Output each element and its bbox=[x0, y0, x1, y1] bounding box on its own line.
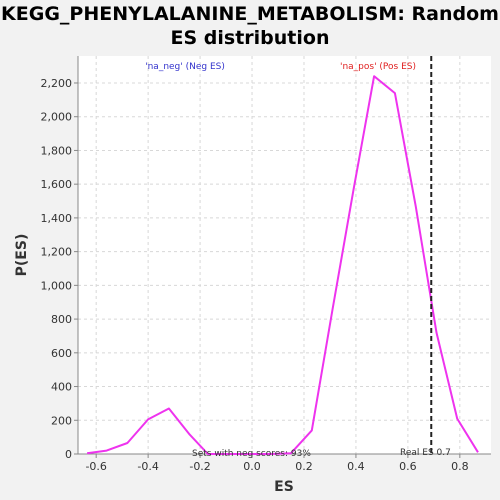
x-tick-label: 0.8 bbox=[451, 460, 469, 473]
y-tick-label: 200 bbox=[51, 414, 72, 427]
y-axis-label: P(ES) bbox=[14, 234, 30, 277]
x-tick-label: 0.4 bbox=[347, 460, 365, 473]
chart-title: KEGG_PHENYLALANINE_METABOLISM: Random ES… bbox=[0, 2, 500, 50]
x-tick-label: -0.2 bbox=[189, 460, 210, 473]
y-tick-label: 1,600 bbox=[41, 178, 73, 191]
y-tick-label: 1,800 bbox=[41, 144, 73, 157]
y-axis-ticks: 0 200 400 600 800 1,000 1,200 1,400 1,600 1,800 2,… bbox=[41, 77, 78, 461]
chart-title-line2: ES distribution bbox=[170, 27, 330, 49]
x-tick-label: -0.4 bbox=[137, 460, 158, 473]
es-distribution-line bbox=[86, 75, 479, 455]
y-tick-label: 2,200 bbox=[41, 77, 73, 90]
x-axis-label: ES bbox=[274, 479, 294, 495]
neg-annotation: 'na_neg' (Neg ES) bbox=[145, 62, 225, 72]
grid bbox=[78, 56, 491, 455]
x-tick-label: -0.6 bbox=[85, 460, 106, 473]
y-tick-label: 1,400 bbox=[41, 212, 73, 225]
plot-background bbox=[78, 56, 491, 454]
y-tick-label: 600 bbox=[51, 347, 72, 360]
chart-title-line1: KEGG_PHENYLALANINE_METABOLISM: Random bbox=[1, 3, 499, 25]
y-tick-label: 0 bbox=[65, 448, 72, 461]
x-tick-label: 0.2 bbox=[295, 460, 313, 473]
real-es-label: Real ES 0.7 bbox=[400, 448, 451, 458]
y-tick-label: 400 bbox=[51, 381, 72, 394]
y-tick-label: 800 bbox=[51, 313, 72, 326]
x-tick-label: 0.6 bbox=[399, 460, 417, 473]
sets-annotation: Sets with neg scores: 93% bbox=[192, 449, 311, 459]
y-tick-label: 1,200 bbox=[41, 246, 73, 259]
pos-annotation: 'na_pos' (Pos ES) bbox=[340, 62, 416, 72]
y-tick-label: 1,000 bbox=[41, 279, 73, 292]
y-tick-label: 2,000 bbox=[41, 111, 73, 124]
series-group bbox=[86, 56, 479, 455]
x-tick-label: 0.0 bbox=[243, 460, 261, 473]
x-axis-ticks: -0.6 -0.4 -0.2 0.0 0.2 0.4 0.6 0.8 bbox=[85, 454, 469, 473]
